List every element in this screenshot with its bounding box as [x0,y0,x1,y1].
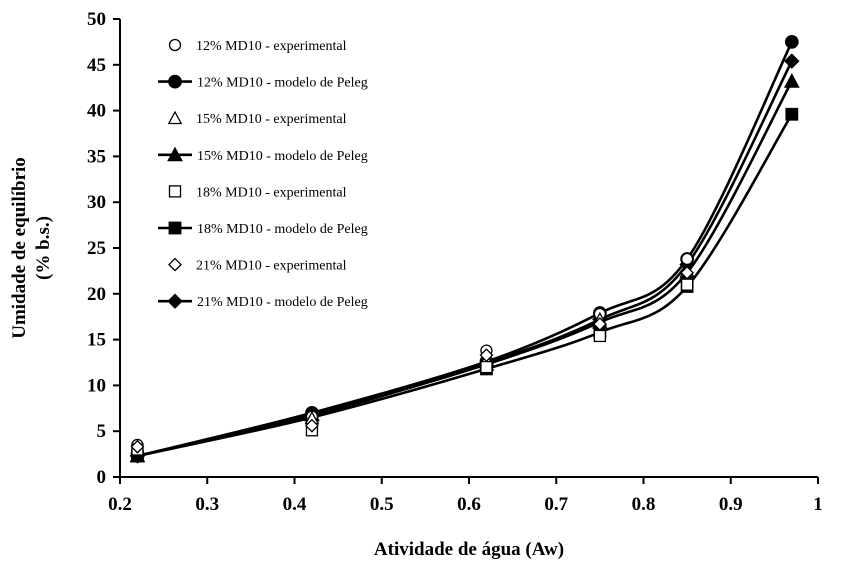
legend-label: 15% MD10 - experimental [196,112,347,127]
x-tick-label: 1 [813,494,823,515]
x-tick-label: 0.7 [544,494,568,515]
x-axis-title: Atividade de água (Aw) [374,539,564,560]
legend-label: 12% MD10 - experimental [196,39,347,54]
y-tick-label: 45 [87,55,106,76]
x-tick-label: 0.2 [108,494,132,515]
legend-marker [167,293,183,309]
y-tick-label: 10 [87,375,106,396]
legend-marker [168,38,182,52]
legend-marker [167,146,183,162]
y-tick-label: 30 [87,192,106,213]
y-tick-label: 50 [87,9,106,30]
series-line [137,60,793,458]
y-tick-label: 20 [87,284,106,305]
legend-label: 21% MD10 - experimental [196,259,347,274]
experimental-point [305,418,319,433]
legend-marker [168,185,182,198]
y-axis-title-line-2: (% b.s.) [33,216,54,280]
y-tick-label: 5 [97,421,107,442]
experimental-point [130,439,145,454]
x-tick-label: 0.3 [195,494,219,515]
experimental-point [592,317,607,331]
x-tick-label: 0.4 [283,494,307,515]
experimental-point [593,329,607,343]
legend-marker [167,110,183,125]
y-tick-label: 25 [87,238,106,259]
model-point [784,53,800,69]
legend-label: 21% MD10 - modelo de Peleg [197,295,368,310]
experimental-point [680,265,695,280]
experimental-point [680,252,694,266]
x-tick-label: 0.8 [632,494,656,515]
plot-markers [129,35,800,464]
series-line [137,41,793,458]
experimental-point [479,348,494,363]
legend-marker [168,257,182,272]
x-tick-label: 0.9 [719,494,743,515]
axes [113,18,819,484]
tick-labels: 0.2 0.3 0.4 0.5 0.6 0.7 0.8 0.9 1051015202530354… [87,9,823,515]
legend-label: 18% MD10 - experimental [196,185,347,200]
y-tick-label: 0 [97,467,107,488]
legend-marker [168,74,182,89]
legend-label: 15% MD10 - modelo de Peleg [197,149,368,164]
model-point [785,107,799,121]
y-tick-label: 35 [87,146,106,167]
legend-marker [168,221,182,235]
plot-lines [137,41,793,458]
legend: 12% MD10 - experimental 12% MD10 - modelo… [158,38,368,310]
experimental-point [680,278,694,291]
x-tick-label: 0.6 [457,494,481,515]
y-axis-title-line-1: Umidade de equilíbrio [9,157,30,339]
x-tick-label: 0.5 [370,494,394,515]
series-line [137,113,793,458]
y-tick-label: 15 [87,330,106,351]
model-point [783,73,800,88]
experimental-point [480,360,493,374]
legend-label: 18% MD10 - modelo de Peleg [197,222,368,237]
legend-label: 12% MD10 - modelo de Peleg [197,76,368,91]
y-tick-label: 40 [87,101,106,122]
model-point [784,35,799,49]
